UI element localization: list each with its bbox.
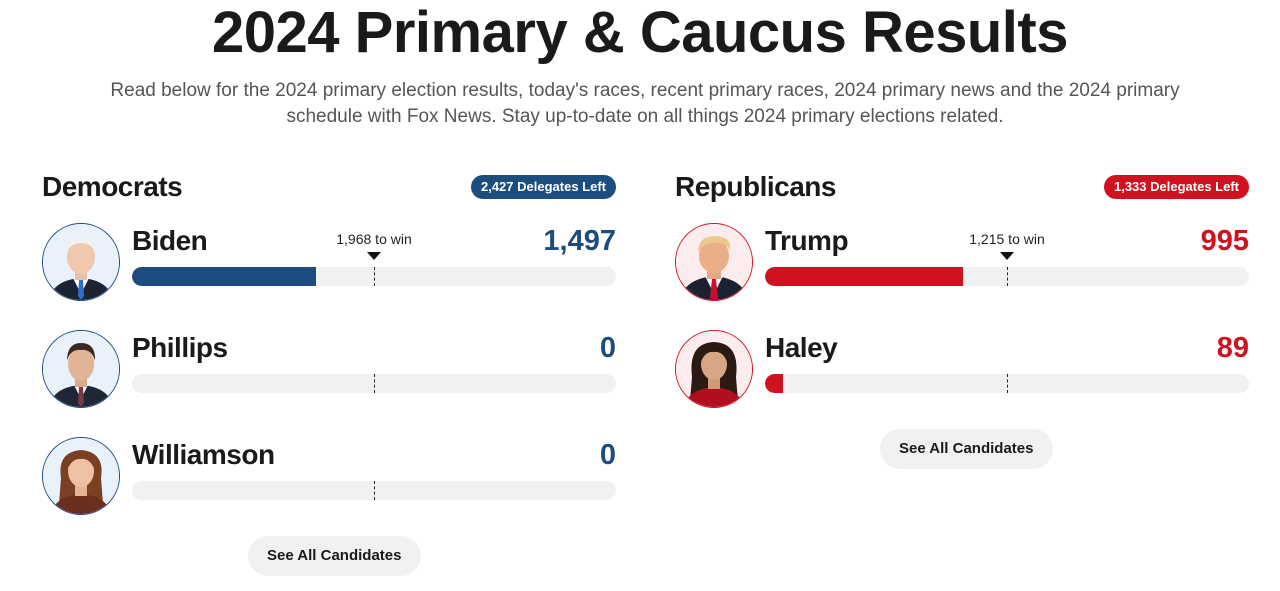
williamson-portrait-icon — [42, 437, 120, 515]
delegate-progress-track — [132, 374, 616, 393]
to-win-threshold-line — [374, 481, 375, 500]
candidate-name: Phillips — [132, 332, 228, 363]
democrats-delegates-left-badge: 2,427 Delegates Left — [470, 175, 616, 199]
candidate-delegate-count: 1,497 — [543, 225, 616, 257]
delegate-progress-fill — [765, 267, 964, 286]
candidate-row-haley[interactable]: Haley 89 — [675, 330, 1249, 410]
candidate-name: Trump — [765, 225, 849, 256]
republicans-delegates-left-badge: 1,333 Delegates Left — [1103, 175, 1249, 199]
candidate-row-trump[interactable]: Trump 1,215 to win 995 — [675, 223, 1249, 303]
delegate-progress-track — [132, 481, 616, 500]
democrats-title: Democrats — [42, 171, 183, 202]
candidate-delegate-count: 89 — [1216, 332, 1249, 364]
delegate-progress-track — [765, 267, 1249, 286]
intro-text: Read below for the 2024 primary election… — [110, 80, 1180, 127]
haley-portrait-icon — [675, 330, 753, 408]
candidate-delegate-count: 995 — [1200, 225, 1249, 257]
to-win-threshold-line — [374, 374, 375, 393]
to-win-label: 1,968 to win — [336, 231, 412, 247]
to-win-threshold-line — [1007, 267, 1008, 286]
phillips-portrait-icon — [42, 330, 120, 408]
candidate-name: Haley — [765, 332, 838, 363]
to-win-marker-icon — [1000, 252, 1014, 260]
to-win-threshold-line — [374, 267, 375, 286]
candidate-row-phillips[interactable]: Phillips 0 — [42, 330, 616, 410]
candidate-row-williamson[interactable]: Williamson 0 — [42, 437, 616, 517]
republicans-see-all-candidates-button[interactable]: See All Candidates — [880, 429, 1053, 469]
delegate-progress-track — [765, 374, 1249, 393]
candidate-name: Biden — [132, 225, 208, 256]
to-win-threshold-line — [1007, 374, 1008, 393]
biden-portrait-icon — [42, 223, 120, 301]
to-win-label: 1,215 to win — [969, 231, 1045, 247]
trump-portrait-icon — [675, 223, 753, 301]
candidate-name: Williamson — [132, 439, 275, 470]
candidate-row-biden[interactable]: Biden 1,968 to win 1,497 — [42, 223, 616, 303]
republicans-title: Republicans — [675, 171, 836, 202]
candidate-delegate-count: 0 — [599, 439, 616, 471]
delegate-progress-fill — [765, 374, 783, 393]
to-win-marker-icon — [367, 252, 381, 260]
democrats-see-all-candidates-button[interactable]: See All Candidates — [248, 536, 421, 576]
delegate-progress-fill — [132, 267, 316, 286]
page-title: 2024 Primary & Caucus Results — [212, 0, 1068, 65]
candidate-delegate-count: 0 — [599, 332, 616, 364]
delegate-progress-track — [132, 267, 616, 286]
